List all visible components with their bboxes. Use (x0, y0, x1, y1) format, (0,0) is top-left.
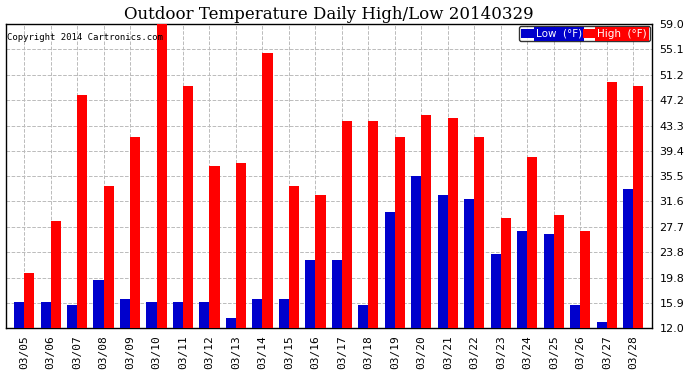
Bar (173, 302, 183, 375)
Bar (580, 231, 591, 375)
Bar (50, 221, 61, 375)
Bar (41, 302, 50, 375)
Bar (210, 166, 219, 375)
Bar (93, 279, 104, 375)
Bar (607, 82, 617, 375)
Bar (306, 260, 315, 375)
Bar (279, 299, 289, 375)
Bar (544, 234, 554, 375)
Bar (448, 118, 458, 375)
Bar (315, 195, 326, 375)
Bar (422, 115, 431, 375)
Bar (67, 305, 77, 375)
Bar (464, 199, 474, 375)
Bar (226, 318, 236, 375)
Bar (570, 305, 580, 375)
Bar (120, 299, 130, 375)
Bar (342, 121, 352, 375)
Bar (518, 231, 527, 375)
Bar (527, 157, 538, 375)
Bar (104, 186, 114, 375)
Text: Copyright 2014 Cartronics.com: Copyright 2014 Cartronics.com (7, 33, 163, 42)
Bar (501, 218, 511, 375)
Bar (597, 322, 607, 375)
Bar (77, 95, 87, 375)
Bar (623, 189, 633, 375)
Bar (24, 273, 34, 375)
Legend: Low  (°F), High  (°F): Low (°F), High (°F) (519, 26, 650, 41)
Bar (633, 86, 643, 375)
Bar (199, 302, 210, 375)
Bar (130, 137, 140, 375)
Title: Outdoor Temperature Daily High/Low 20140329: Outdoor Temperature Daily High/Low 20140… (124, 6, 533, 22)
Bar (385, 211, 395, 375)
Bar (395, 137, 405, 375)
Bar (491, 254, 501, 375)
Bar (437, 195, 448, 375)
Bar (289, 186, 299, 375)
Bar (146, 302, 157, 375)
Bar (14, 302, 24, 375)
Bar (236, 163, 246, 375)
Bar (368, 121, 379, 375)
Bar (157, 24, 166, 375)
Bar (411, 176, 422, 375)
Bar (262, 53, 273, 375)
Bar (554, 215, 564, 375)
Bar (183, 86, 193, 375)
Bar (474, 137, 484, 375)
Bar (332, 260, 342, 375)
Bar (358, 305, 368, 375)
Bar (253, 299, 262, 375)
